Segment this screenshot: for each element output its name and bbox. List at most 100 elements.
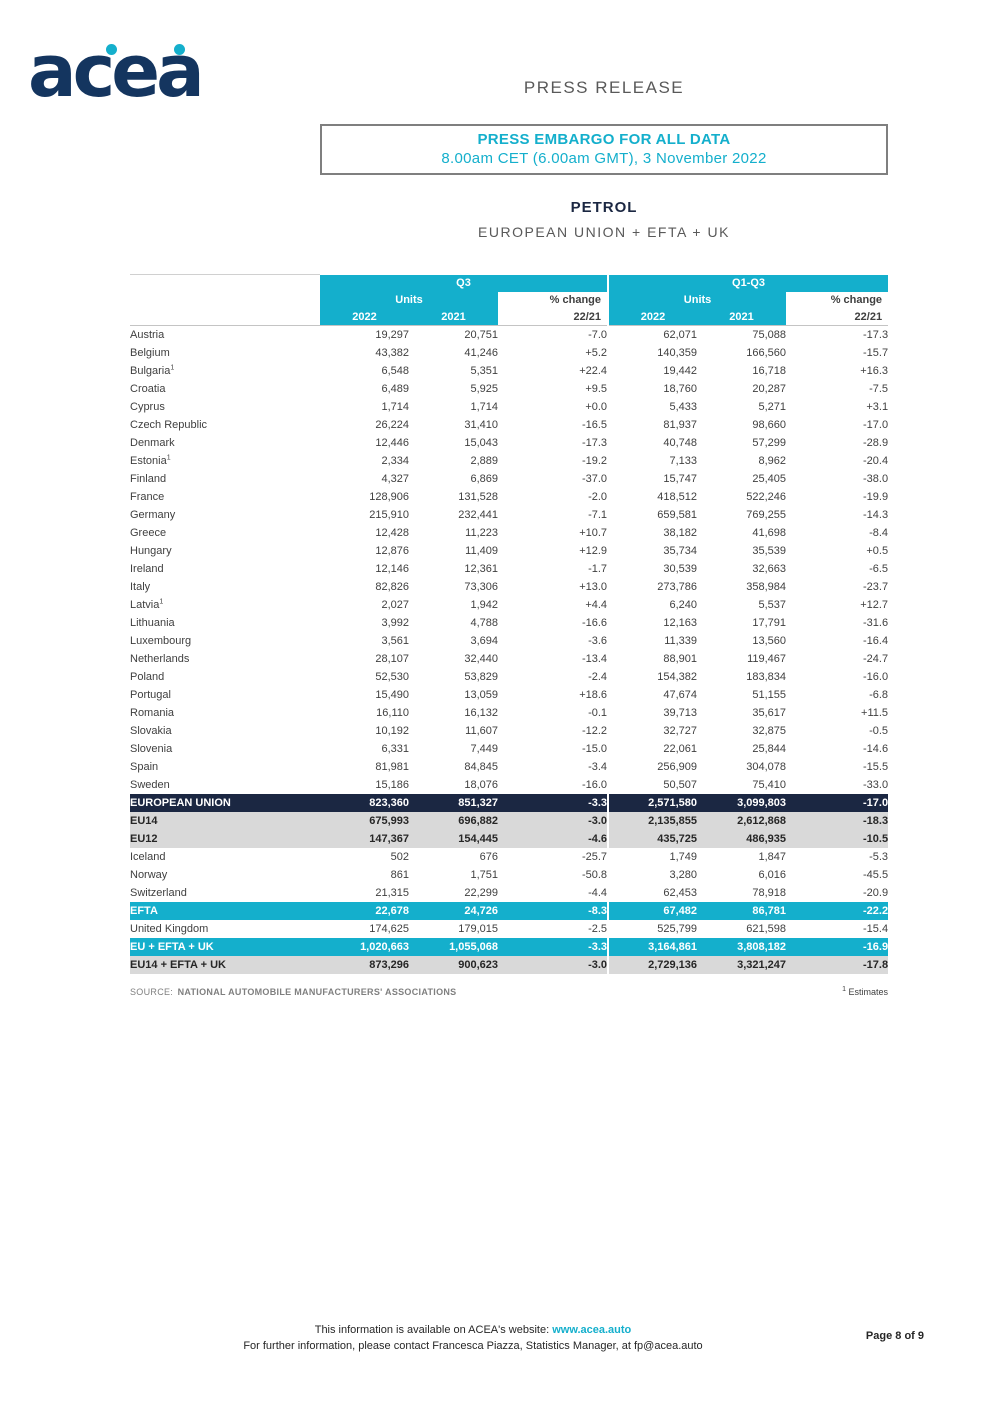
- value-cell: +11.5: [861, 706, 889, 719]
- source-prefix: SOURCE:: [130, 987, 174, 997]
- page-number: Page 8 of 9: [865, 1330, 924, 1342]
- value-cell: 67,482: [607, 901, 698, 920]
- value-cell: -19.9: [862, 490, 889, 503]
- table-row: Iceland 502 676 -25.7 1,749 1,847 -5.3: [130, 847, 888, 866]
- value-cell: 1,020,663: [320, 937, 409, 956]
- value-cell: 486,935: [697, 829, 787, 848]
- table-row: EU + EFTA + UK 1,020,663 1,055,068 -3.3 3,16…: [130, 937, 889, 956]
- value-cell: 154,382: [607, 667, 698, 686]
- value-cell: 659,581: [607, 505, 698, 524]
- table-row: Hungary 12,876 11,409 +12.9 35,734 35,539 +0.5: [130, 541, 888, 560]
- value-cell: -50.8: [581, 868, 608, 881]
- value-cell: 3,280: [607, 865, 698, 884]
- row-label: Czech Republic: [130, 418, 208, 431]
- value-cell: 3,321,247: [697, 955, 787, 974]
- table-row: EUROPEAN UNION 823,360 851,327 -3.3 2,571,58…: [130, 793, 889, 812]
- table-row: Bulgaria1 6,548 5,351 +22.4 19,442 16,718 +16.…: [130, 361, 889, 380]
- value-cell: 32,727: [607, 721, 698, 740]
- value-cell: -6.5: [869, 562, 889, 575]
- year-header-2022-q3: 2022: [320, 308, 409, 326]
- website-link[interactable]: www.acea.auto: [552, 1324, 632, 1336]
- units-header-q3: Units: [320, 291, 498, 309]
- value-cell: 4,327: [381, 472, 409, 485]
- row-label: Netherlands: [130, 652, 190, 665]
- table-row: EU14 + EFTA + UK 873,296 900,623 -3.0 2,729,…: [130, 955, 889, 974]
- footnote-marker: 1: [159, 597, 164, 605]
- value-cell: 15,186: [375, 778, 409, 791]
- table-row: Slovakia 10,192 11,607 -12.2 32,727 32,875 -0.…: [130, 721, 888, 740]
- value-cell: 502: [390, 850, 409, 863]
- value-cell: 5,925: [470, 382, 498, 395]
- value-cell: 128,906: [369, 490, 409, 503]
- acea-logo-text: acea: [28, 29, 205, 113]
- value-cell: 273,786: [607, 577, 698, 596]
- row-label: Slovenia: [130, 742, 173, 755]
- value-cell: 6,331: [381, 742, 409, 755]
- row-label: Italy: [130, 580, 151, 593]
- value-cell: -18.3: [786, 811, 889, 830]
- value-cell: 166,560: [746, 346, 787, 359]
- value-cell: -16.9: [786, 937, 889, 956]
- value-cell: 435,725: [607, 829, 698, 848]
- value-cell: 1,714: [381, 400, 409, 413]
- value-cell: 32,875: [752, 724, 787, 737]
- value-cell: -25.7: [581, 850, 608, 863]
- value-cell: -3.3: [498, 793, 609, 812]
- value-cell: 16,132: [464, 706, 498, 719]
- value-cell: -17.8: [786, 955, 889, 974]
- value-cell: 1,751: [470, 868, 498, 881]
- row-label: Spain: [130, 760, 159, 773]
- value-cell: 78,918: [752, 886, 787, 899]
- value-cell: 16,718: [752, 364, 787, 377]
- value-cell: 5,271: [758, 400, 787, 413]
- table-row: Portugal 15,490 13,059 +18.6 47,674 51,155 -6.…: [130, 685, 888, 704]
- value-cell: -3.0: [498, 811, 609, 830]
- row-label: Portugal: [130, 688, 171, 701]
- value-cell: 17,791: [752, 616, 787, 629]
- pct-change-header-q3: % change: [498, 291, 609, 309]
- value-cell: 86,781: [697, 901, 787, 920]
- value-cell: 2,889: [470, 454, 498, 467]
- footer-contact-line: For further information, please contact …: [0, 1338, 946, 1354]
- value-cell: -16.6: [581, 616, 608, 629]
- value-cell: 3,099,803: [697, 793, 787, 812]
- value-cell: 16,110: [376, 706, 409, 719]
- value-cell: 823,360: [320, 793, 409, 812]
- page-footer: This information is available on ACEA's …: [0, 1322, 946, 1354]
- value-cell: 3,164,861: [607, 937, 698, 956]
- value-cell: 900,623: [409, 955, 498, 974]
- table-row: EU12 147,367 154,445 -4.6 435,725 486,935 -10.…: [130, 829, 889, 848]
- year-header-2021-q1-q3: 2021: [697, 308, 787, 326]
- value-cell: 621,598: [746, 922, 787, 935]
- year-header-2022-q1-q3: 2022: [607, 308, 698, 326]
- value-cell: 11,607: [465, 724, 498, 737]
- value-cell: 304,078: [746, 760, 787, 773]
- value-cell: -38.0: [862, 472, 889, 485]
- value-cell: 1,942: [470, 598, 498, 611]
- row-label: Norway: [130, 868, 168, 881]
- value-cell: -37.0: [581, 472, 608, 485]
- value-cell: 12,146: [375, 562, 409, 575]
- row-label: EU + EFTA + UK: [130, 937, 320, 956]
- row-label: Slovakia: [130, 724, 172, 737]
- value-cell: 6,016: [758, 868, 787, 881]
- value-cell: 50,507: [607, 775, 698, 794]
- value-cell: 6,548: [381, 364, 409, 377]
- value-cell: +9.5: [585, 382, 608, 395]
- value-cell: 18,760: [607, 379, 698, 398]
- value-cell: -16.0: [862, 670, 889, 683]
- value-cell: -12.2: [581, 724, 608, 737]
- acea-logo: acea: [28, 26, 228, 116]
- row-label: Lithuania: [130, 616, 175, 629]
- year-header-2021-q3: 2021: [409, 308, 498, 326]
- row-label: United Kingdom: [130, 922, 209, 935]
- value-cell: 51,155: [752, 688, 787, 701]
- value-cell: +16.3: [860, 364, 889, 377]
- value-cell: -7.1: [588, 508, 608, 521]
- value-cell: 7,449: [470, 742, 498, 755]
- value-cell: -10.5: [786, 829, 889, 848]
- table-row: Luxembourg 3,561 3,694 -3.6 11,339 13,560 -16.…: [130, 631, 888, 650]
- value-cell: 31,410: [464, 418, 498, 431]
- value-cell: -2.4: [588, 670, 608, 683]
- table-row: Romania 16,110 16,132 -0.1 39,713 35,617 +11.5: [130, 703, 889, 722]
